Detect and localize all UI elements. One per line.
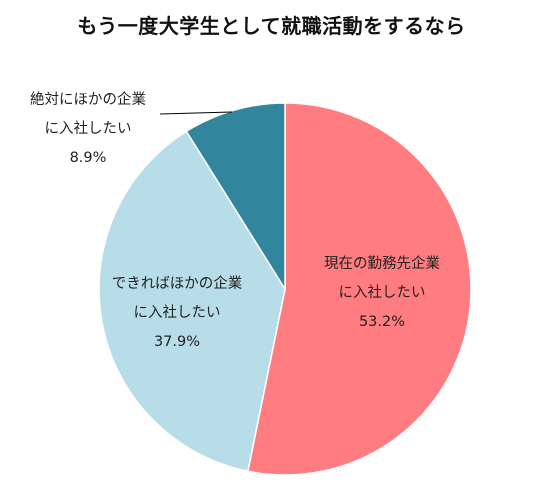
slice-label-line: できればほかの企業	[111, 276, 243, 292]
pie-slice-1	[98, 130, 286, 473]
slice-label-line: に入社したい	[44, 121, 132, 137]
slice-value-label: 8.9%	[69, 150, 107, 166]
slice-value-label: 37.9%	[153, 334, 201, 350]
pie-slice-2	[185, 102, 286, 292]
slice-label-definitely-other-company: 絶対にほかの企業 に入社したい 8.9%	[8, 86, 168, 173]
slice-value-label: 53.2%	[358, 314, 406, 330]
slice-label-line: に入社したい	[338, 285, 426, 301]
slice-label-other-company-if-possible: できればほかの企業 に入社したい 37.9%	[88, 270, 266, 357]
slice-label-line: 現在の勤務先企業	[324, 256, 440, 272]
chart-title: もう一度大学生として就職活動をするなら	[77, 14, 466, 38]
slice-label-current-company: 現在の勤務先企業 に入社したい 53.2%	[290, 250, 474, 337]
callout-leader-line	[159, 111, 233, 115]
pie-slices	[98, 102, 472, 476]
slice-label-line: 絶対にほかの企業	[30, 92, 146, 108]
pie-slice-0	[246, 102, 472, 476]
slice-label-line: に入社したい	[133, 305, 221, 321]
